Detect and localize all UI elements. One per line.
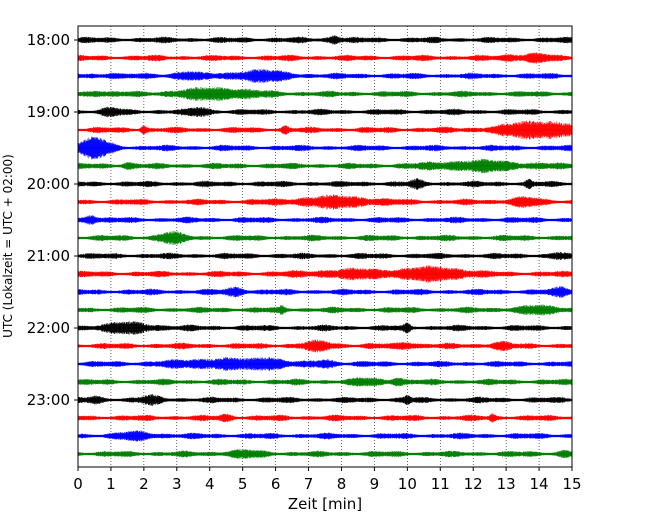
x-tick-label: 14 (530, 475, 549, 493)
y-tick-label: 18:00 (27, 31, 70, 49)
x-tick-label: 11 (431, 475, 450, 493)
x-tick-label: 3 (172, 475, 182, 493)
x-axis-label: Zeit [min] (288, 495, 362, 513)
y-axis-label: UTC (Lokalzeit = UTC + 02:00) (1, 154, 15, 338)
x-tick-label: 1 (106, 475, 116, 493)
x-tick-label: 12 (464, 475, 483, 493)
plot-frame (77, 25, 573, 468)
x-axis-ticks: 0 1 2 3 4 5 6 7 8 9 10 11 12 13 14 15 (73, 467, 582, 493)
y-axis-ticks: 18:00 19:00 20:00 21:00 22:00 23:00 (27, 31, 78, 409)
x-tick-label: 5 (238, 475, 248, 493)
x-tick-label: 2 (139, 475, 149, 493)
x-tick-label: 0 (73, 475, 83, 493)
y-tick-label: 22:00 (27, 319, 70, 337)
x-tick-label: 7 (304, 475, 314, 493)
x-tick-label: 4 (205, 475, 215, 493)
x-tick-label: 15 (562, 475, 581, 493)
x-tick-label: 6 (271, 475, 281, 493)
y-tick-label: 23:00 (27, 391, 70, 409)
y-tick-label: 20:00 (27, 175, 70, 193)
x-tick-label: 9 (370, 475, 380, 493)
x-tick-label: 10 (398, 475, 417, 493)
x-tick-label: 8 (337, 475, 347, 493)
y-tick-label: 21:00 (27, 247, 70, 265)
x-tick-label: 13 (497, 475, 516, 493)
y-tick-label: 19:00 (27, 103, 70, 121)
seismogram-traces (77, 35, 573, 460)
